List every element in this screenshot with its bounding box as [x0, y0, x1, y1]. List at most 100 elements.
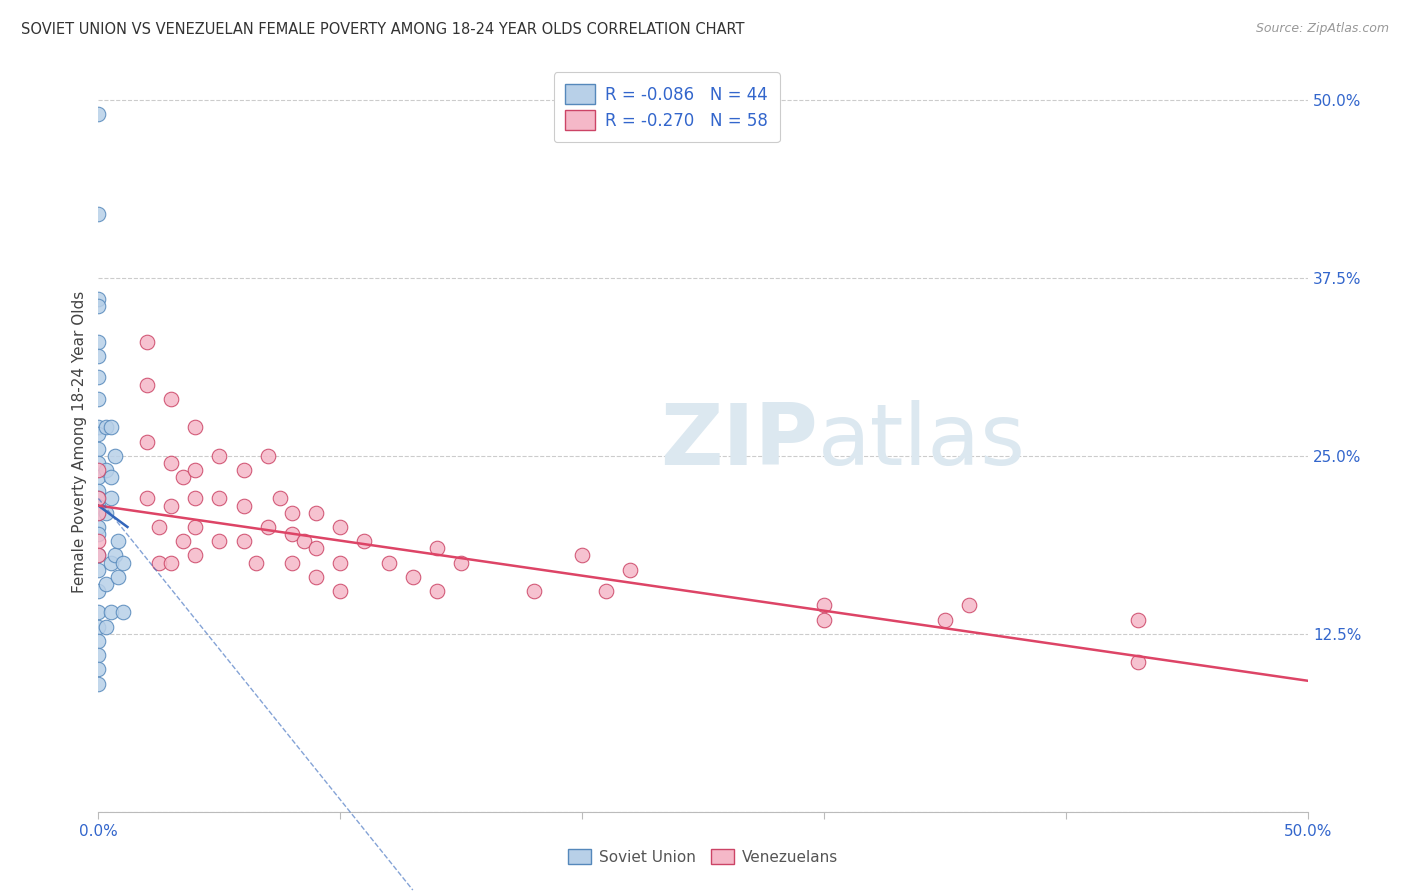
Point: [111, 556, 134, 570]
Point: [1128, 613, 1150, 627]
Point: [256, 520, 278, 534]
Point: [523, 584, 546, 599]
Point: [87, 633, 110, 648]
Point: [305, 541, 328, 556]
Point: [94, 506, 117, 520]
Point: [160, 499, 183, 513]
Point: [94, 619, 117, 633]
Point: [87, 334, 110, 349]
Point: [87, 534, 110, 549]
Point: [813, 613, 835, 627]
Point: [232, 499, 254, 513]
Point: [87, 427, 110, 442]
Point: [87, 370, 110, 384]
Y-axis label: Female Poverty Among 18-24 Year Olds: Female Poverty Among 18-24 Year Olds: [72, 291, 87, 592]
Point: [184, 520, 207, 534]
Point: [87, 456, 110, 470]
Point: [619, 563, 641, 577]
Point: [111, 606, 134, 620]
Point: [87, 107, 110, 121]
Point: [292, 534, 315, 549]
Point: [100, 491, 122, 506]
Point: [87, 491, 110, 506]
Point: [87, 662, 110, 676]
Point: [208, 491, 231, 506]
Point: [87, 442, 110, 456]
Point: [232, 463, 254, 477]
Point: [87, 584, 110, 599]
Point: [87, 463, 110, 477]
Point: [160, 392, 183, 406]
Point: [160, 456, 183, 470]
Point: [94, 420, 117, 434]
Point: [353, 534, 375, 549]
Text: SOVIET UNION VS VENEZUELAN FEMALE POVERTY AMONG 18-24 YEAR OLDS CORRELATION CHAR: SOVIET UNION VS VENEZUELAN FEMALE POVERT…: [21, 22, 745, 37]
Point: [100, 556, 122, 570]
Point: [426, 584, 449, 599]
Point: [813, 599, 835, 613]
Point: [87, 527, 110, 541]
Point: [87, 648, 110, 662]
Point: [377, 556, 399, 570]
Point: [87, 499, 110, 513]
Point: [94, 577, 117, 591]
Point: [450, 556, 472, 570]
Point: [329, 556, 352, 570]
Point: [957, 599, 980, 613]
Point: [184, 420, 207, 434]
Point: [87, 506, 110, 520]
Text: ZIP: ZIP: [661, 400, 818, 483]
Point: [1128, 655, 1150, 669]
Point: [305, 570, 328, 584]
Point: [256, 449, 278, 463]
Point: [245, 556, 267, 570]
Point: [87, 470, 110, 484]
Point: [87, 491, 110, 506]
Point: [100, 470, 122, 484]
Point: [402, 570, 425, 584]
Point: [184, 463, 207, 477]
Point: [100, 420, 122, 434]
Point: [135, 491, 157, 506]
Point: [135, 377, 157, 392]
Point: [107, 570, 129, 584]
Point: [184, 491, 207, 506]
Point: [87, 292, 110, 306]
Point: [87, 549, 110, 563]
Point: [329, 584, 352, 599]
Point: [87, 563, 110, 577]
Point: [87, 506, 110, 520]
Point: [208, 534, 231, 549]
Point: [107, 534, 129, 549]
Point: [87, 349, 110, 363]
Point: [281, 527, 304, 541]
Legend: Soviet Union, Venezuelans: Soviet Union, Venezuelans: [562, 843, 844, 871]
Point: [934, 613, 956, 627]
Point: [426, 541, 449, 556]
Text: atlas: atlas: [818, 400, 1026, 483]
Point: [87, 619, 110, 633]
Point: [87, 420, 110, 434]
Point: [135, 434, 157, 449]
Point: [571, 549, 593, 563]
Point: [87, 606, 110, 620]
Point: [104, 449, 127, 463]
Point: [232, 534, 254, 549]
Point: [148, 520, 170, 534]
Point: [87, 299, 110, 313]
Point: [172, 534, 194, 549]
Point: [595, 584, 617, 599]
Text: Source: ZipAtlas.com: Source: ZipAtlas.com: [1256, 22, 1389, 36]
Point: [87, 676, 110, 690]
Point: [87, 207, 110, 221]
Point: [160, 556, 183, 570]
Point: [281, 506, 304, 520]
Point: [329, 520, 352, 534]
Point: [281, 556, 304, 570]
Point: [87, 549, 110, 563]
Point: [305, 506, 328, 520]
Point: [269, 491, 291, 506]
Point: [104, 549, 127, 563]
Point: [87, 392, 110, 406]
Point: [87, 520, 110, 534]
